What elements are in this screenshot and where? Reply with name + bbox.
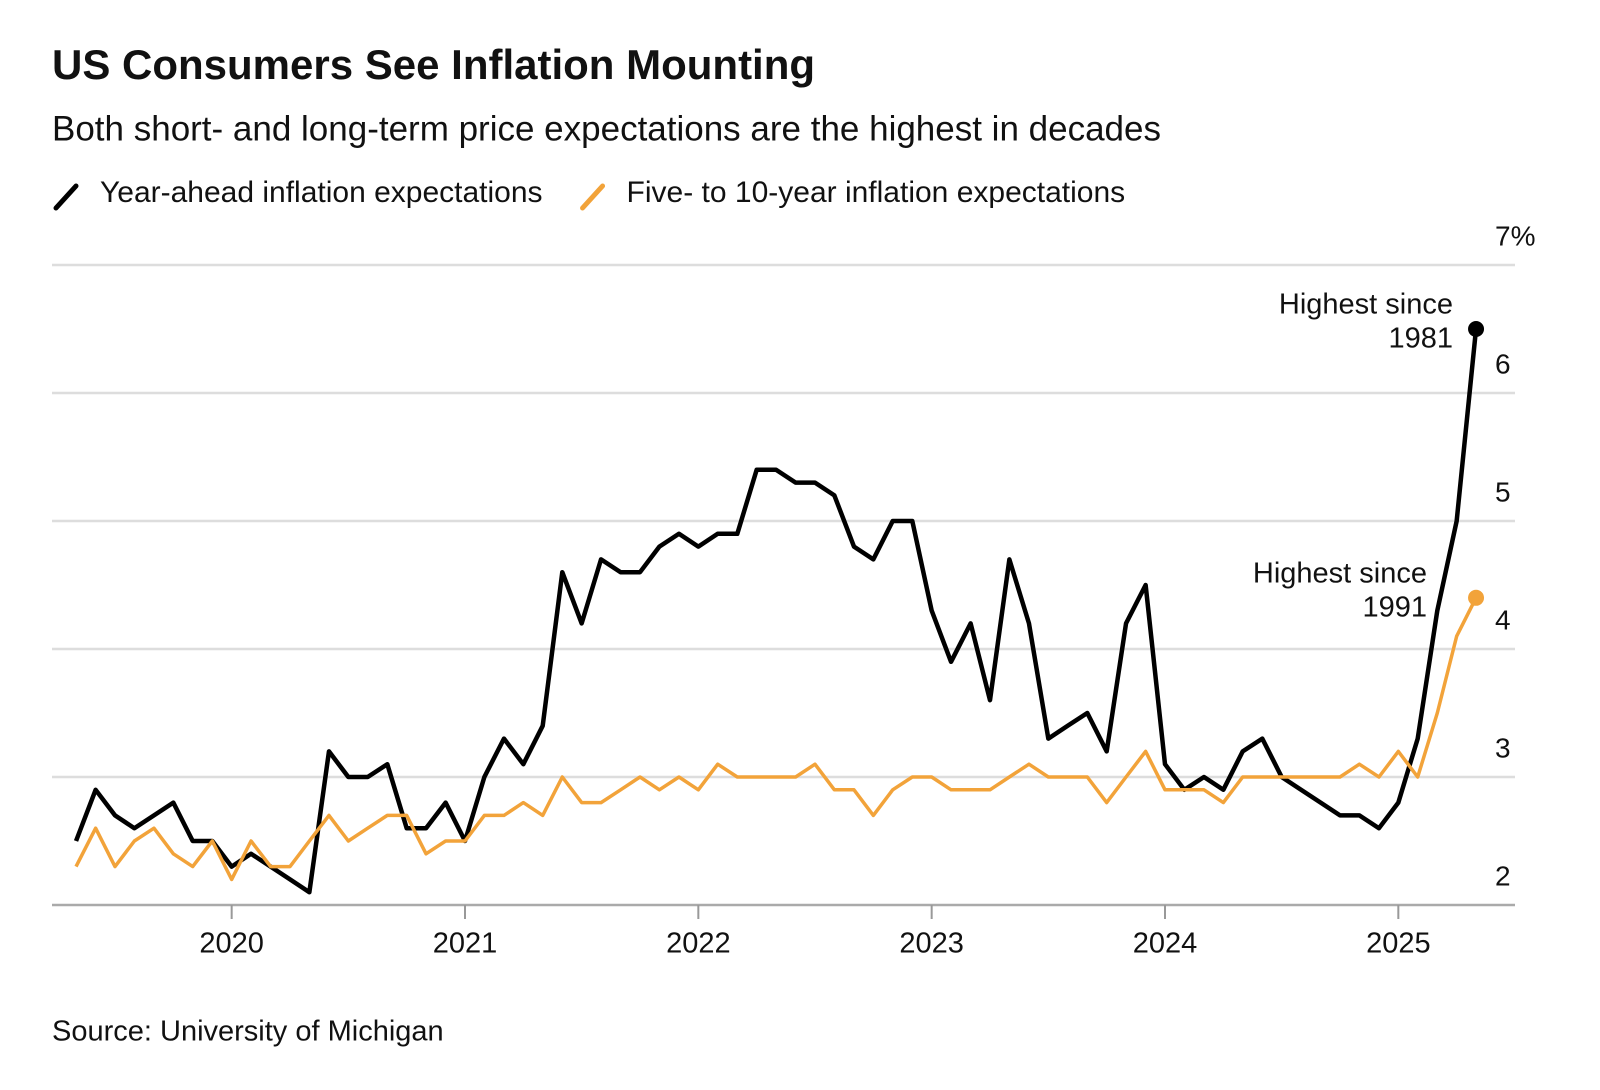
annotation: Highest since <box>1253 558 1427 590</box>
annotation: Highest since <box>1279 289 1453 321</box>
legend-swatch <box>53 183 79 211</box>
y-tick-label: 4 <box>1495 604 1511 635</box>
annotation: 1981 <box>1388 323 1453 355</box>
y-tick-label: 2 <box>1495 860 1511 891</box>
end-dot <box>1468 321 1485 337</box>
legend-swatch <box>580 183 606 211</box>
y-tick-label: 7% <box>1495 220 1535 251</box>
x-tick-label: 2024 <box>1133 928 1198 960</box>
chart-subtitle: Both short- and long-term price expectat… <box>52 109 1161 148</box>
y-tick-label: 5 <box>1495 476 1511 507</box>
end-dot <box>1468 589 1485 606</box>
annotation: 1991 <box>1362 592 1427 624</box>
y-tick-label: 3 <box>1495 732 1511 763</box>
x-tick-label: 2025 <box>1366 928 1431 960</box>
source: Source: University of Michigan <box>52 1016 444 1048</box>
chart-title: US Consumers See Inflation Mounting <box>52 41 815 88</box>
x-tick-label: 2021 <box>433 928 498 960</box>
legend-label: Five- to 10-year inflation expectations <box>627 176 1126 209</box>
x-tick-label: 2022 <box>666 928 731 960</box>
series-line <box>74 597 1478 882</box>
y-tick-label: 6 <box>1495 348 1511 379</box>
x-tick-label: 2020 <box>199 928 264 960</box>
series-line <box>73 328 1479 895</box>
x-tick-label: 2023 <box>899 928 964 960</box>
legend-label: Year-ahead inflation expectations <box>100 176 543 209</box>
